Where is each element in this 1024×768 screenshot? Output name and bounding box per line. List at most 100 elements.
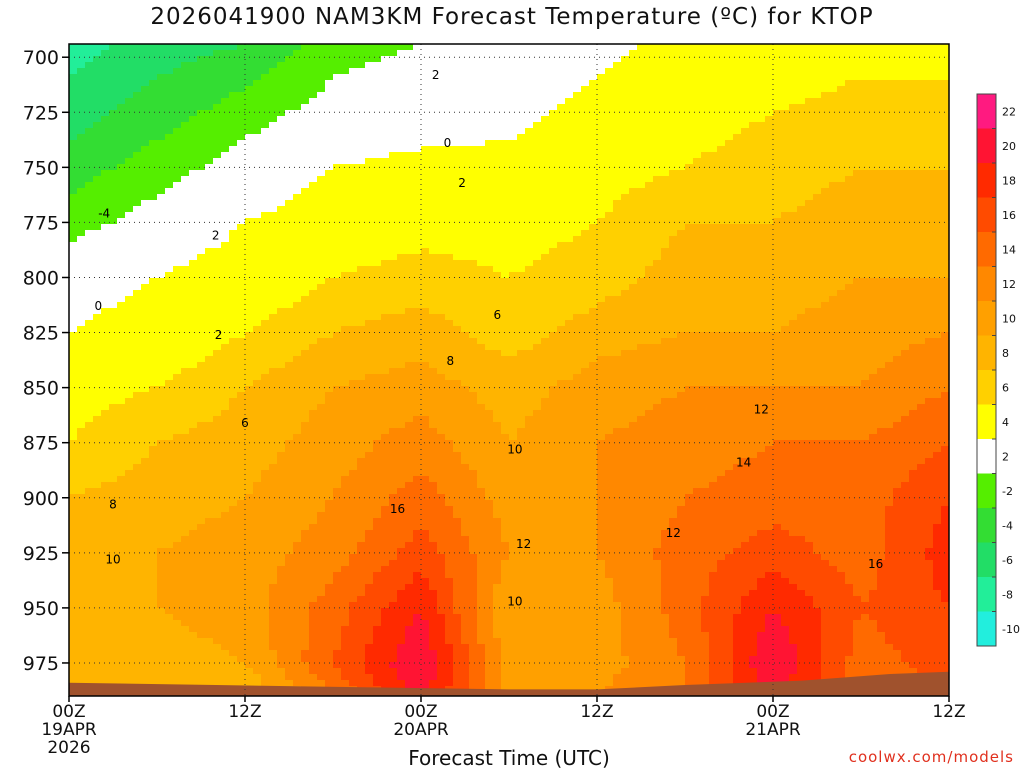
temperature-cell <box>237 236 246 243</box>
temperature-cell <box>101 176 110 183</box>
temperature-cell <box>117 98 126 105</box>
temperature-cell <box>173 140 182 147</box>
temperature-cell <box>205 206 214 213</box>
temperature-cell <box>93 134 102 141</box>
temperature-cell <box>109 398 118 405</box>
temperature-cell <box>165 446 174 453</box>
temperature-cell <box>309 464 318 471</box>
temperature-cell <box>93 326 102 333</box>
temperature-cell <box>333 374 342 381</box>
temperature-cell <box>165 224 174 231</box>
temperature-cell <box>261 344 270 351</box>
temperature-cell <box>301 518 310 525</box>
temperature-cell <box>109 146 118 153</box>
temperature-cell <box>397 452 406 459</box>
temperature-cell <box>293 596 302 603</box>
temperature-cell <box>405 638 414 645</box>
temperature-cell <box>341 542 350 549</box>
temperature-cell <box>317 572 326 579</box>
temperature-cell <box>125 602 134 609</box>
temperature-cell <box>237 188 246 195</box>
temperature-cell <box>245 194 254 201</box>
temperature-cell <box>381 302 390 309</box>
temperature-cell <box>365 212 374 219</box>
temperature-cell <box>141 92 150 99</box>
temperature-cell <box>389 344 398 351</box>
temperature-cell <box>317 512 326 519</box>
temperature-cell <box>253 560 262 567</box>
temperature-cell <box>229 398 238 405</box>
temperature-cell <box>301 182 310 189</box>
temperature-cell <box>149 266 158 273</box>
temperature-cell <box>301 548 310 555</box>
temperature-cell <box>229 524 238 531</box>
temperature-cell <box>181 272 190 279</box>
temperature-cell <box>237 656 246 663</box>
temperature-cell <box>125 314 134 321</box>
temperature-cell <box>85 332 94 339</box>
temperature-cell <box>245 512 254 519</box>
temperature-cell <box>213 596 222 603</box>
temperature-cell <box>357 650 366 657</box>
temperature-cell <box>253 362 262 369</box>
temperature-cell <box>341 560 350 567</box>
temperature-cell <box>117 56 126 63</box>
temperature-cell <box>141 560 150 567</box>
temperature-cell <box>389 656 398 663</box>
temperature-cell <box>293 140 302 147</box>
temperature-cell <box>149 242 158 249</box>
temperature-cell <box>333 140 342 147</box>
temperature-cell <box>269 188 278 195</box>
temperature-cell <box>213 638 222 645</box>
temperature-cell <box>197 218 206 225</box>
temperature-cell <box>85 512 94 519</box>
temperature-cell <box>309 458 318 465</box>
temperature-cell <box>229 134 238 141</box>
temperature-cell <box>181 242 190 249</box>
temperature-cell <box>389 524 398 531</box>
temperature-cell <box>125 620 134 627</box>
temperature-cell <box>133 350 142 357</box>
temperature-cell <box>69 458 78 465</box>
temperature-cell <box>357 524 366 531</box>
temperature-cell <box>269 272 278 279</box>
temperature-cell <box>205 560 214 567</box>
temperature-cell <box>165 110 174 117</box>
temperature-cell <box>341 398 350 405</box>
temperature-cell <box>381 74 390 81</box>
temperature-cell <box>341 260 350 267</box>
temperature-cell <box>349 140 358 147</box>
temperature-cell <box>381 560 390 567</box>
temperature-cell <box>253 146 262 153</box>
temperature-cell <box>229 170 238 177</box>
temperature-cell <box>349 86 358 93</box>
temperature-cell <box>429 332 438 339</box>
temperature-cell <box>173 314 182 321</box>
temperature-cell <box>213 506 222 513</box>
temperature-cell <box>77 404 86 411</box>
temperature-cell <box>85 278 94 285</box>
temperature-cell <box>389 164 398 171</box>
temperature-cell <box>277 674 286 681</box>
temperature-cell <box>333 662 342 669</box>
temperature-cell <box>429 440 438 447</box>
temperature-cell <box>285 602 294 609</box>
temperature-cell <box>221 656 230 663</box>
temperature-cell <box>189 596 198 603</box>
temperature-cell <box>285 416 294 423</box>
temperature-cell <box>341 296 350 303</box>
temperature-cell <box>189 386 198 393</box>
temperature-cell <box>205 536 214 543</box>
temperature-cell <box>205 122 214 129</box>
temperature-cell <box>429 320 438 327</box>
temperature-cell <box>125 434 134 441</box>
temperature-cell <box>269 254 278 261</box>
temperature-cell <box>293 104 302 111</box>
temperature-cell <box>237 278 246 285</box>
temperature-cell <box>165 512 174 519</box>
temperature-cell <box>157 236 166 243</box>
temperature-cell <box>397 344 406 351</box>
temperature-cell <box>205 140 214 147</box>
temperature-cell <box>149 446 158 453</box>
temperature-cell <box>397 92 406 99</box>
